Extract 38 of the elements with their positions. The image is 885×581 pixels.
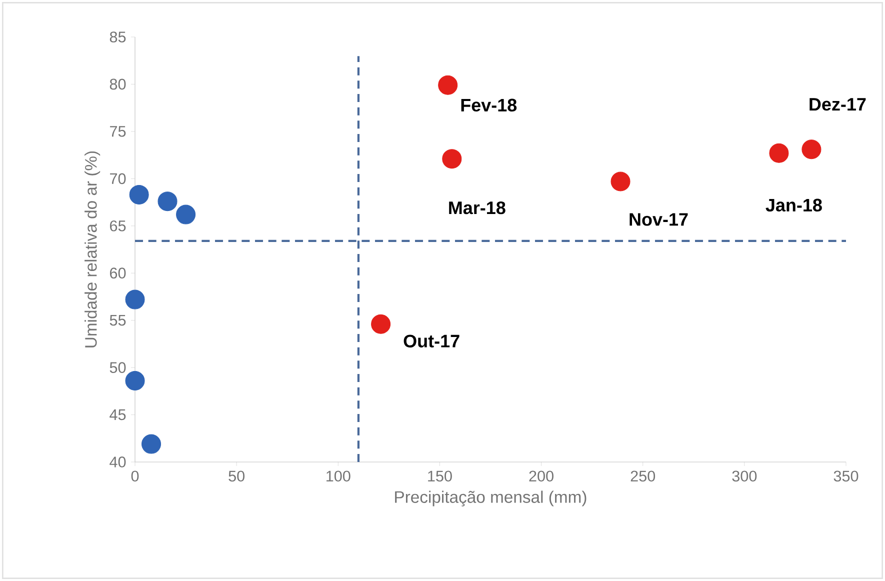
y-tick-label: 65 bbox=[110, 220, 126, 232]
annotation: Dez-17 bbox=[810, 98, 866, 111]
point bbox=[129, 184, 149, 204]
point bbox=[125, 290, 145, 310]
y-axis-title: Umidade relativa do ar (%) bbox=[84, 151, 100, 348]
y-tick-label: 70 bbox=[110, 173, 126, 184]
y-tick-label: 45 bbox=[110, 409, 126, 420]
y-tick-label: 85 bbox=[110, 32, 126, 42]
y-tick-label: 55 bbox=[110, 314, 126, 326]
y-tick-label: 60 bbox=[110, 268, 126, 279]
x-tick-label: 350 bbox=[834, 470, 858, 482]
point bbox=[610, 172, 630, 192]
y-tick-label: 50 bbox=[110, 362, 126, 373]
annotation: Nov-17 bbox=[630, 213, 688, 226]
annotation: Mar-18 bbox=[449, 201, 506, 214]
point bbox=[158, 192, 178, 212]
x-tick-label: 200 bbox=[529, 470, 554, 482]
x-tick-label: 0 bbox=[131, 470, 139, 482]
annotation: Out-17 bbox=[404, 334, 460, 348]
x-tick-label: 50 bbox=[228, 470, 244, 482]
point bbox=[769, 143, 789, 163]
y-tick-label: 75 bbox=[110, 126, 126, 137]
point bbox=[438, 75, 458, 95]
point bbox=[802, 140, 822, 160]
x-axis-title: Precipitação mensal (mm) bbox=[395, 490, 586, 506]
point bbox=[125, 371, 145, 391]
annotation: Jan-18 bbox=[766, 198, 822, 212]
x-tick-label: 250 bbox=[630, 470, 656, 482]
point bbox=[141, 434, 162, 454]
x-tick-label: 300 bbox=[732, 470, 757, 482]
annotation: Fev-18 bbox=[461, 98, 517, 112]
point bbox=[442, 149, 462, 169]
y-tick-label: 80 bbox=[110, 78, 126, 90]
point bbox=[176, 204, 196, 224]
x-tick-label: 100 bbox=[326, 470, 350, 482]
point bbox=[371, 314, 391, 334]
y-tick-label: 40 bbox=[110, 456, 126, 468]
x-tick-label: 150 bbox=[428, 470, 452, 482]
